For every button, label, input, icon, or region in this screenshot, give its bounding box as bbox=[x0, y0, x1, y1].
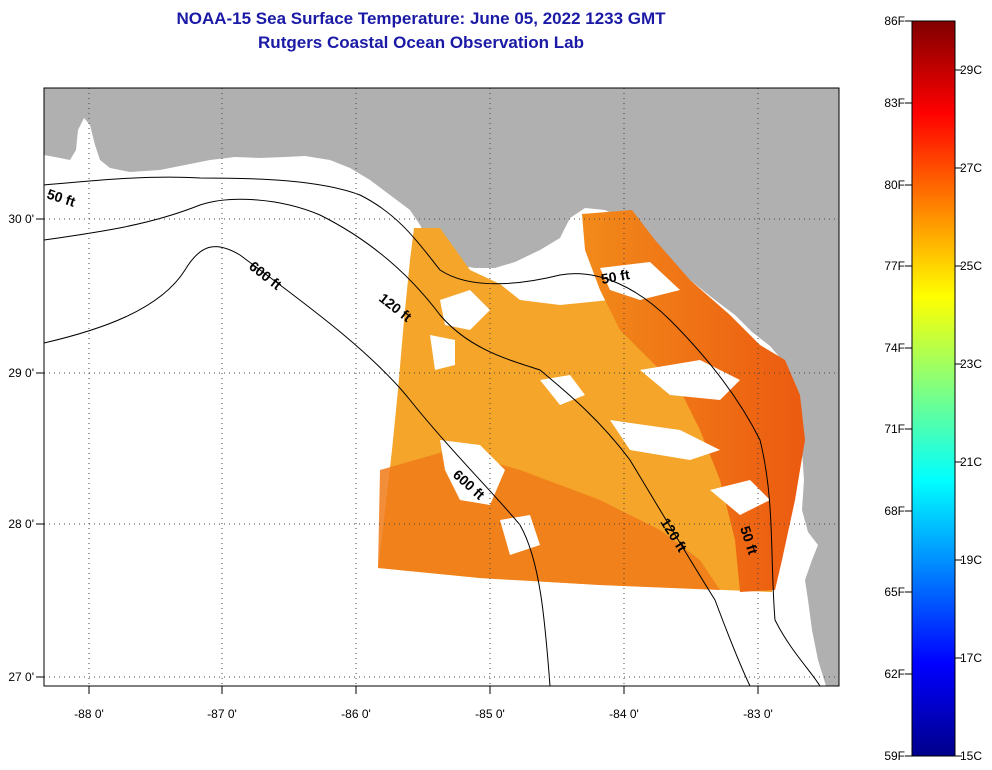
contour-50ft bbox=[44, 176, 821, 686]
land-mass bbox=[44, 88, 839, 686]
colorbar-c-label: 21C bbox=[960, 455, 982, 469]
colorbar-f-label: 59F bbox=[884, 749, 905, 763]
lon-label: -87 0' bbox=[207, 707, 237, 721]
colorbar-f-label: 86F bbox=[884, 14, 905, 28]
lat-label: 27 0' bbox=[8, 670, 34, 684]
lat-label: 29 0' bbox=[8, 366, 34, 380]
cloud-gap bbox=[540, 375, 585, 405]
contour-600ft bbox=[44, 246, 551, 686]
colorbar-f-label: 71F bbox=[884, 422, 905, 436]
lon-label: -86 0' bbox=[341, 707, 371, 721]
axis-ticks bbox=[36, 218, 759, 694]
cloud-gap bbox=[710, 480, 770, 515]
lon-label: -84 0' bbox=[609, 707, 639, 721]
map-frame bbox=[43, 87, 840, 687]
cloud-gap bbox=[430, 335, 455, 370]
colorbar-f-label: 65F bbox=[884, 585, 905, 599]
map-subtitle: Rutgers Coastal Ocean Observation Lab bbox=[258, 33, 584, 52]
colorbar-f-label: 68F bbox=[884, 504, 905, 518]
colorbar-c-label: 29C bbox=[960, 63, 982, 77]
colorbar-f-label: 83F bbox=[884, 96, 905, 110]
colorbar-f-label: 80F bbox=[884, 178, 905, 192]
colorbar-c-label: 25C bbox=[960, 259, 982, 273]
colorbar-f-label: 77F bbox=[884, 259, 905, 273]
colorbar-c-label: 27C bbox=[960, 161, 982, 175]
contour-label: 50 ft bbox=[600, 266, 631, 287]
colorbar-f-label: 62F bbox=[884, 667, 905, 681]
lon-label: -83 0' bbox=[743, 707, 773, 721]
cloud-gap bbox=[600, 262, 680, 300]
colorbar-ticks bbox=[905, 20, 962, 757]
colorbar-c-label: 15C bbox=[960, 749, 982, 763]
map-title: NOAA-15 Sea Surface Temperature: June 05… bbox=[176, 9, 666, 28]
lat-label: 28 0' bbox=[8, 517, 34, 531]
colorbar-c-label: 23C bbox=[960, 357, 982, 371]
lat-label: 30 0' bbox=[8, 212, 34, 226]
contour-120ft bbox=[44, 198, 751, 686]
cloud-gap bbox=[440, 290, 490, 330]
lon-label: -85 0' bbox=[475, 707, 505, 721]
colorbar-gradient bbox=[911, 20, 956, 757]
cloud-gap bbox=[610, 420, 720, 460]
colorbar-c-label: 17C bbox=[960, 651, 982, 665]
cloud-gap bbox=[500, 515, 540, 555]
colorbar-f-label: 74F bbox=[884, 341, 905, 355]
lon-label: -88 0' bbox=[74, 707, 104, 721]
colorbar-c-label: 19C bbox=[960, 553, 982, 567]
